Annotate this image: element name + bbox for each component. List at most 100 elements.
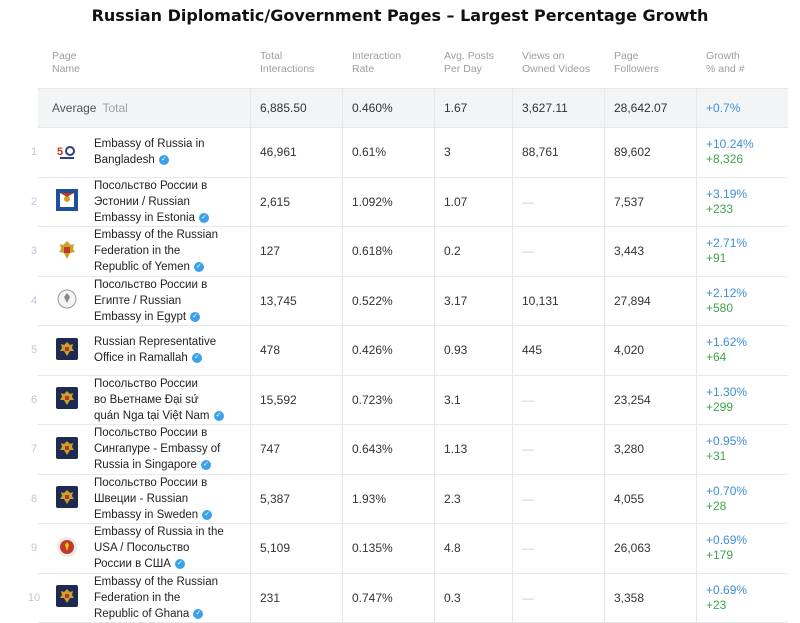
page-name-link[interactable]: Посольство России во Вьетнаме Đại sứ quá… <box>94 376 224 424</box>
growth-percent: +10.24% <box>706 137 754 152</box>
seal-icon <box>56 288 78 313</box>
avg-posts: 2.3 <box>444 475 461 524</box>
growth-percent: +1.30% <box>706 385 747 400</box>
growth-percent: +1.62% <box>706 335 747 350</box>
interaction-rate: 1.93% <box>352 475 386 524</box>
total-interactions: 5,387 <box>260 475 290 524</box>
growth-count: +91 <box>706 251 726 266</box>
page-name[interactable]: Embassy of Russia in Bangladesh <box>94 138 205 166</box>
views: 10,131 <box>522 277 559 326</box>
page-name-link[interactable]: Embassy of the Russian Federation in the… <box>94 227 218 275</box>
growth-count: +299 <box>706 400 733 415</box>
growth-percent: +3.19% <box>706 187 747 202</box>
page-name[interactable]: Посольство России в Швеции - Russian Emb… <box>94 477 207 521</box>
interaction-rate: 0.643% <box>352 425 393 474</box>
verified-icon: ✓ <box>201 460 211 470</box>
page-name-link[interactable]: Embassy of Russia in the USA / Посольств… <box>94 524 224 572</box>
growth-percent: +2.12% <box>706 286 747 301</box>
average-row: Average Total 6,885.50 0.460% 1.67 3,627… <box>38 88 788 128</box>
growth-count: +64 <box>706 350 726 365</box>
table-row[interactable]: 5 Russian Representative Office in Ramal… <box>38 326 788 376</box>
followers: 26,063 <box>614 524 651 573</box>
interaction-rate: 0.723% <box>352 376 393 425</box>
views: — <box>522 425 534 474</box>
page-name-link[interactable]: Embassy of the Russian Federation in the… <box>94 574 218 622</box>
verified-icon: ✓ <box>159 155 169 165</box>
table-header: Page Name Total Interactions Interaction… <box>38 44 788 88</box>
col-avg-posts[interactable]: Avg. Posts Per Day <box>444 50 494 76</box>
growth-count: +179 <box>706 548 733 563</box>
total-interactions: 231 <box>260 574 280 623</box>
row-index: 8 <box>24 475 44 524</box>
views: — <box>522 178 534 227</box>
avg-posts: 0.2 <box>444 227 461 276</box>
embassy-book-icon <box>56 189 78 214</box>
col-total-interactions[interactable]: Total Interactions <box>260 50 314 76</box>
col-page-name[interactable]: Page Name <box>52 50 80 76</box>
row-index: 3 <box>24 227 44 276</box>
eagle-icon <box>56 338 78 363</box>
avg-posts: 0.3 <box>444 574 461 623</box>
growth-count: +31 <box>706 449 726 464</box>
page-name[interactable]: Посольство России в Эстонии / Russian Em… <box>94 180 207 224</box>
table-row[interactable]: 9 Embassy of Russia in the USA / Посольс… <box>38 524 788 574</box>
avg-posts: 1.13 <box>444 425 467 474</box>
growth-count: +28 <box>706 499 726 514</box>
col-interaction-rate[interactable]: Interaction Rate <box>352 50 401 76</box>
total-interactions: 13,745 <box>260 277 297 326</box>
table-row[interactable]: 7 Посольство России в Сингапуре - Embass… <box>38 425 788 475</box>
average-label: Average <box>52 101 96 115</box>
table-row[interactable]: 4 Посольство России в Египте / Russian E… <box>38 277 788 327</box>
table-row[interactable]: 2 Посольство России в Эстонии / Russian … <box>38 178 788 228</box>
views: 88,761 <box>522 128 559 177</box>
interaction-rate: 1.092% <box>352 178 393 227</box>
growth-count: +580 <box>706 301 733 316</box>
page-name-link[interactable]: Посольство России в Эстонии / Russian Em… <box>94 178 209 226</box>
verified-icon: ✓ <box>194 262 204 272</box>
interaction-rate: 0.61% <box>352 128 386 177</box>
followers: 4,055 <box>614 475 644 524</box>
avg-posts: 1.07 <box>444 178 467 227</box>
row-index: 9 <box>24 524 44 573</box>
average-followers: 28,642.07 <box>614 89 667 127</box>
average-growth: +0.7% <box>706 89 740 127</box>
table-row[interactable]: 6 Посольство России во Вьетнаме Đại sứ q… <box>38 376 788 426</box>
eagle-icon <box>56 585 78 610</box>
verified-icon: ✓ <box>193 609 203 619</box>
verified-icon: ✓ <box>190 312 200 322</box>
page-name-link[interactable]: Посольство России в Швеции - Russian Emb… <box>94 475 212 523</box>
row-index: 5 <box>24 326 44 375</box>
col-views[interactable]: Views on Owned Videos <box>522 50 590 76</box>
page-name-link[interactable]: Посольство России в Египте / Russian Emb… <box>94 277 207 325</box>
col-followers[interactable]: Page Followers <box>614 50 659 76</box>
total-interactions: 46,961 <box>260 128 297 177</box>
eagle-icon <box>56 387 78 412</box>
total-interactions: 127 <box>260 227 280 276</box>
col-growth[interactable]: Growth % and # <box>706 50 745 76</box>
growth-percent: +0.69% <box>706 533 747 548</box>
page-name[interactable]: Embassy of Russia in the USA / Посольств… <box>94 526 224 570</box>
avg-posts: 3.17 <box>444 277 467 326</box>
row-index: 2 <box>24 178 44 227</box>
table-row[interactable]: 1 5 Embassy of Russia in Bangladesh✓ 46,… <box>38 128 788 178</box>
row-index: 7 <box>24 425 44 474</box>
growth-count: +233 <box>706 202 733 217</box>
page-name-link[interactable]: Embassy of Russia in Bangladesh✓ <box>94 136 205 168</box>
followers: 3,280 <box>614 425 644 474</box>
page-name[interactable]: Посольство России во Вьетнаме Đại sứ quá… <box>94 378 210 422</box>
page-name-link[interactable]: Russian Representative Office in Ramalla… <box>94 334 216 366</box>
average-total-interactions: 6,885.50 <box>260 89 307 127</box>
table-row[interactable]: 3 Embassy of the Russian Federation in t… <box>38 227 788 277</box>
eagle-icon <box>56 486 78 511</box>
page-name-link[interactable]: Посольство России в Сингапуре - Embassy … <box>94 425 220 473</box>
verified-icon: ✓ <box>192 353 202 363</box>
interaction-rate: 0.747% <box>352 574 393 623</box>
table-row[interactable]: 8 Посольство России в Швеции - Russian E… <box>38 475 788 525</box>
row-index: 10 <box>24 574 44 623</box>
views: — <box>522 574 534 623</box>
followers: 89,602 <box>614 128 651 177</box>
emblem-icon <box>56 536 78 561</box>
page-title: Russian Diplomatic/Government Pages – La… <box>0 6 800 25</box>
growth-percent: +0.69% <box>706 583 747 598</box>
followers: 3,358 <box>614 574 644 623</box>
